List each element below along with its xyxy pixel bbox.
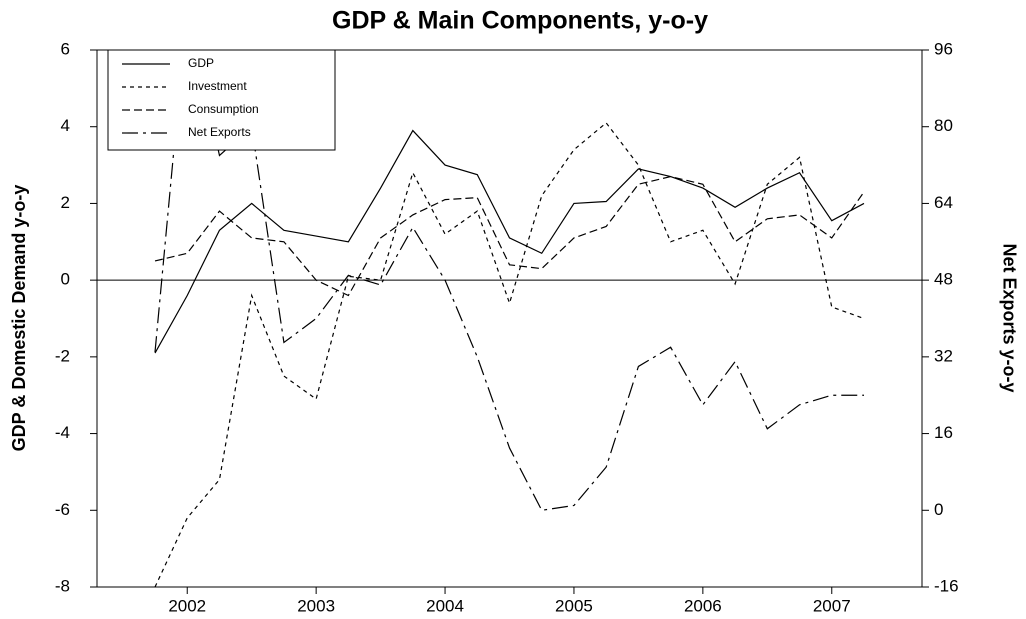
legend-label: GDP (188, 56, 214, 70)
plot-area (154, 50, 865, 587)
y-tick-label: 4 (61, 116, 70, 135)
y-tick-label: 2 (61, 193, 70, 212)
series-line (154, 175, 865, 297)
y-axis-title: GDP & Domestic Demand y-o-y (9, 185, 29, 452)
y-tick-label: 0 (61, 270, 70, 289)
x-tick-label: 2004 (426, 596, 464, 615)
y2-axis-title: Net Exports y-o-y (999, 243, 1019, 392)
y2-tick-label: -16 (934, 576, 959, 595)
x-tick-label: 2002 (168, 596, 206, 615)
plot-frame (96, 49, 923, 588)
y2-tick-label: 64 (934, 193, 953, 212)
y2-tick-label: 48 (934, 270, 953, 289)
chart-title: GDP & Main Components, y-o-y (332, 7, 708, 35)
x-tick-label: 2006 (684, 596, 722, 615)
legend-label: Consumption (188, 102, 259, 116)
y2-tick-label: 80 (934, 116, 953, 135)
y-tick-label: -6 (55, 500, 70, 519)
y2-tick-label: 96 (934, 39, 953, 58)
y-tick-label: -8 (55, 576, 70, 595)
legend-label: Investment (188, 79, 247, 93)
y-tick-label: -2 (55, 346, 70, 365)
y-tick-label: -4 (55, 423, 70, 442)
x-tick-label: 2005 (555, 596, 593, 615)
x-tick-label: 2007 (813, 596, 851, 615)
legend-label: Net Exports (188, 125, 251, 139)
series-line (154, 122, 865, 587)
y-tick-label: 6 (61, 39, 70, 58)
y2-tick-label: 16 (934, 423, 953, 442)
y2-tick-label: 0 (934, 500, 943, 519)
series-line (154, 50, 864, 511)
y2-tick-label: 32 (934, 346, 953, 365)
series-line (154, 129, 865, 354)
x-tick-label: 2003 (297, 596, 335, 615)
